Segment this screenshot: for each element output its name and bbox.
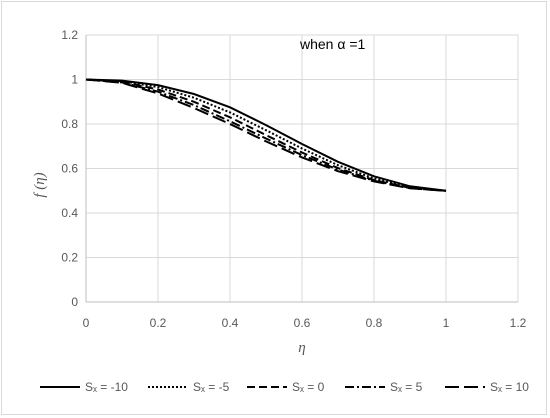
y-tick-label: 0.2 — [61, 251, 78, 265]
x-tick-label: 0.4 — [222, 316, 239, 330]
series-line-1 — [85, 78, 447, 192]
x-tick-label: 1.2 — [510, 316, 527, 330]
gridlines — [86, 34, 519, 302]
x-tick-label: 0.6 — [294, 316, 311, 330]
x-tick-label: 1 — [443, 316, 450, 330]
legend-label: Sₓ = 5 — [390, 380, 423, 394]
legend-label: Sₓ = -5 — [193, 380, 230, 394]
tick-labels: 0 0.2 0.4 0.6 0.8 1 1.2 0 0.2 0.4 0.6 0.8 1 1.2 — [61, 28, 526, 330]
x-tick-label: 0.8 — [366, 316, 383, 330]
series-line-5 — [85, 78, 447, 192]
x-axis-title: η — [298, 340, 305, 356]
annotation: when α =1 — [299, 36, 366, 52]
y-tick-label: 0.8 — [61, 117, 78, 131]
series-line-4 — [85, 78, 447, 192]
legend-label: Sₓ = 10 — [490, 380, 529, 394]
y-tick-label: 0 — [71, 295, 78, 309]
series-line-3 — [85, 78, 447, 192]
legend: Sₓ = -10 Sₓ = -5 Sₓ = 0 Sₓ = 5 Sₓ = 10 — [40, 380, 529, 394]
y-tick-label: 0.6 — [61, 162, 78, 176]
y-tick-label: 1.2 — [61, 28, 78, 42]
x-tick-label: 0.2 — [150, 316, 167, 330]
series-group — [85, 78, 447, 192]
legend-label: Sₓ = 0 — [292, 380, 325, 394]
y-tick-label: 1 — [71, 73, 78, 87]
y-tick-label: 0.4 — [61, 206, 78, 220]
legend-label: Sₓ = -10 — [85, 380, 128, 394]
y-axis-title: f (η) — [32, 172, 48, 197]
series-line-2 — [85, 78, 447, 192]
x-tick-label: 0 — [83, 316, 90, 330]
